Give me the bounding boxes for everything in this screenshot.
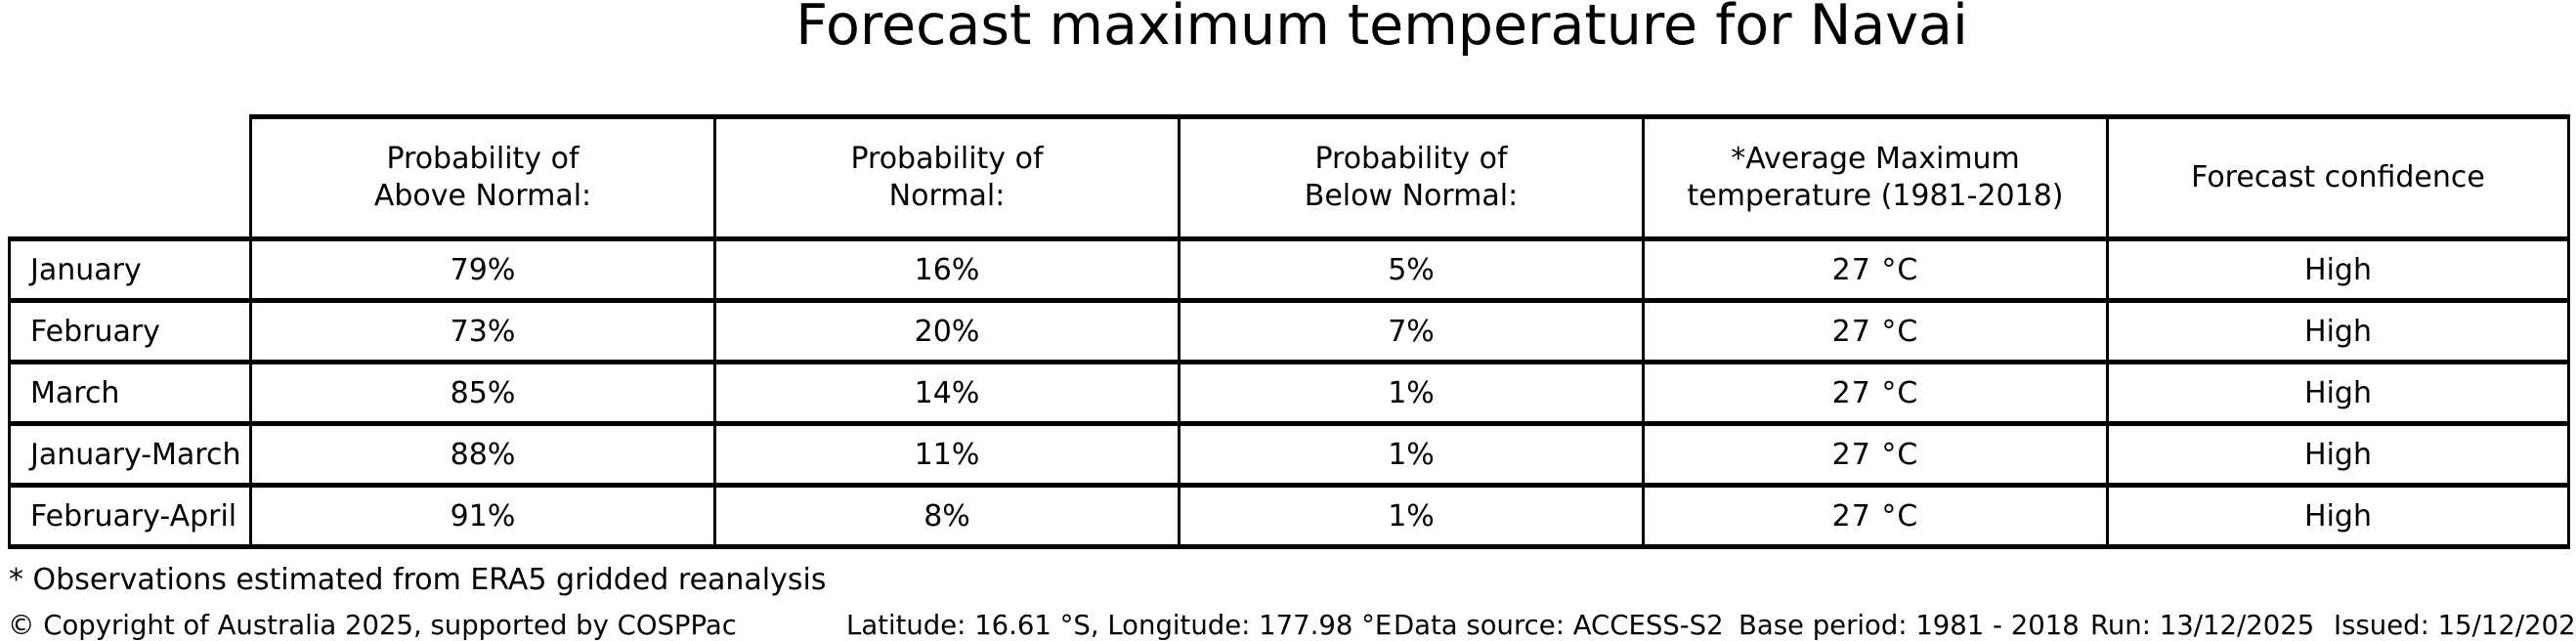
row-label: January-March bbox=[8, 421, 252, 488]
table-cell: 11% bbox=[713, 421, 1181, 488]
observations-footnote: * Observations estimated from ERA5 gridd… bbox=[9, 563, 827, 597]
corner-cell bbox=[10, 117, 251, 239]
copyright-text: © Copyright of Australia 2025, supported… bbox=[8, 610, 737, 641]
column-header-above-normal: Probability of Above Normal: bbox=[249, 114, 716, 241]
table-cell: 1% bbox=[1178, 421, 1645, 488]
table-cell: High bbox=[2106, 236, 2570, 303]
row-label: March bbox=[8, 360, 252, 426]
column-header-label: Probability of Normal: bbox=[850, 141, 1044, 213]
table-cell: High bbox=[2106, 360, 2570, 426]
table-cell: 27 °C bbox=[1642, 360, 2109, 426]
table-cell: 20% bbox=[713, 298, 1181, 364]
row-label: February bbox=[8, 298, 252, 364]
table-row-february-april: February-April 91% 8% 1% 27 °C High bbox=[8, 483, 2570, 549]
table-cell: 1% bbox=[1178, 360, 1645, 426]
data-source-text: Data source: ACCESS-S2 bbox=[1394, 610, 1724, 641]
column-header-label: Probability of Above Normal: bbox=[373, 141, 592, 213]
table-cell: 7% bbox=[1178, 298, 1645, 364]
table-cell: High bbox=[2106, 298, 2570, 364]
table-cell: 91% bbox=[249, 483, 716, 549]
page-title: Forecast maximum temperature for Navai bbox=[795, 0, 1968, 58]
location-text: Latitude: 16.61 °S, Longitude: 177.98 °E bbox=[846, 610, 1393, 641]
row-label: February-April bbox=[8, 483, 252, 549]
table-cell: 5% bbox=[1178, 236, 1645, 303]
table-cell: 1% bbox=[1178, 483, 1645, 549]
table-cell: 16% bbox=[713, 236, 1181, 303]
table-cell: 27 °C bbox=[1642, 298, 2109, 364]
column-header-forecast-confidence: Forecast confidence bbox=[2106, 114, 2570, 241]
column-header-label: Probability of Below Normal: bbox=[1304, 141, 1519, 213]
column-header-below-normal: Probability of Below Normal: bbox=[1178, 114, 1645, 241]
run-date-text: Run: 13/12/2025 bbox=[2090, 610, 2315, 641]
header-row: Probability of Above Normal: Probability… bbox=[10, 114, 2570, 241]
table-row-march: March 85% 14% 1% 27 °C High bbox=[8, 360, 2570, 426]
table-cell: 27 °C bbox=[1642, 483, 2109, 549]
row-label: January bbox=[8, 236, 252, 303]
table-cell: 73% bbox=[249, 298, 716, 364]
base-period-text: Base period: 1981 - 2018 bbox=[1739, 610, 2080, 641]
table-row-january: January 79% 16% 5% 27 °C High bbox=[8, 236, 2570, 303]
table-cell: 14% bbox=[713, 360, 1181, 426]
table-cell: 27 °C bbox=[1642, 421, 2109, 488]
table-cell: 27 °C bbox=[1642, 236, 2109, 303]
table-row-january-march: January-March 88% 11% 1% 27 °C High bbox=[8, 421, 2570, 488]
issued-date-text: Issued: 15/12/2025 bbox=[2334, 610, 2576, 641]
table-row-february: February 73% 20% 7% 27 °C High bbox=[8, 298, 2570, 364]
table-cell: 85% bbox=[249, 360, 716, 426]
table-cell: 8% bbox=[713, 483, 1181, 549]
table-cell: 79% bbox=[249, 236, 716, 303]
forecast-table: Probability of Above Normal: Probability… bbox=[8, 114, 2570, 549]
column-header-label: *Average Maximum temperature (1981-2018) bbox=[1687, 141, 2064, 213]
table-cell: High bbox=[2106, 483, 2570, 549]
column-header-normal: Probability of Normal: bbox=[713, 114, 1181, 241]
table-cell: High bbox=[2106, 421, 2570, 488]
column-header-label: Forecast confidence bbox=[2191, 159, 2485, 194]
table-cell: 88% bbox=[249, 421, 716, 488]
column-header-average-maximum: *Average Maximum temperature (1981-2018) bbox=[1642, 114, 2109, 241]
